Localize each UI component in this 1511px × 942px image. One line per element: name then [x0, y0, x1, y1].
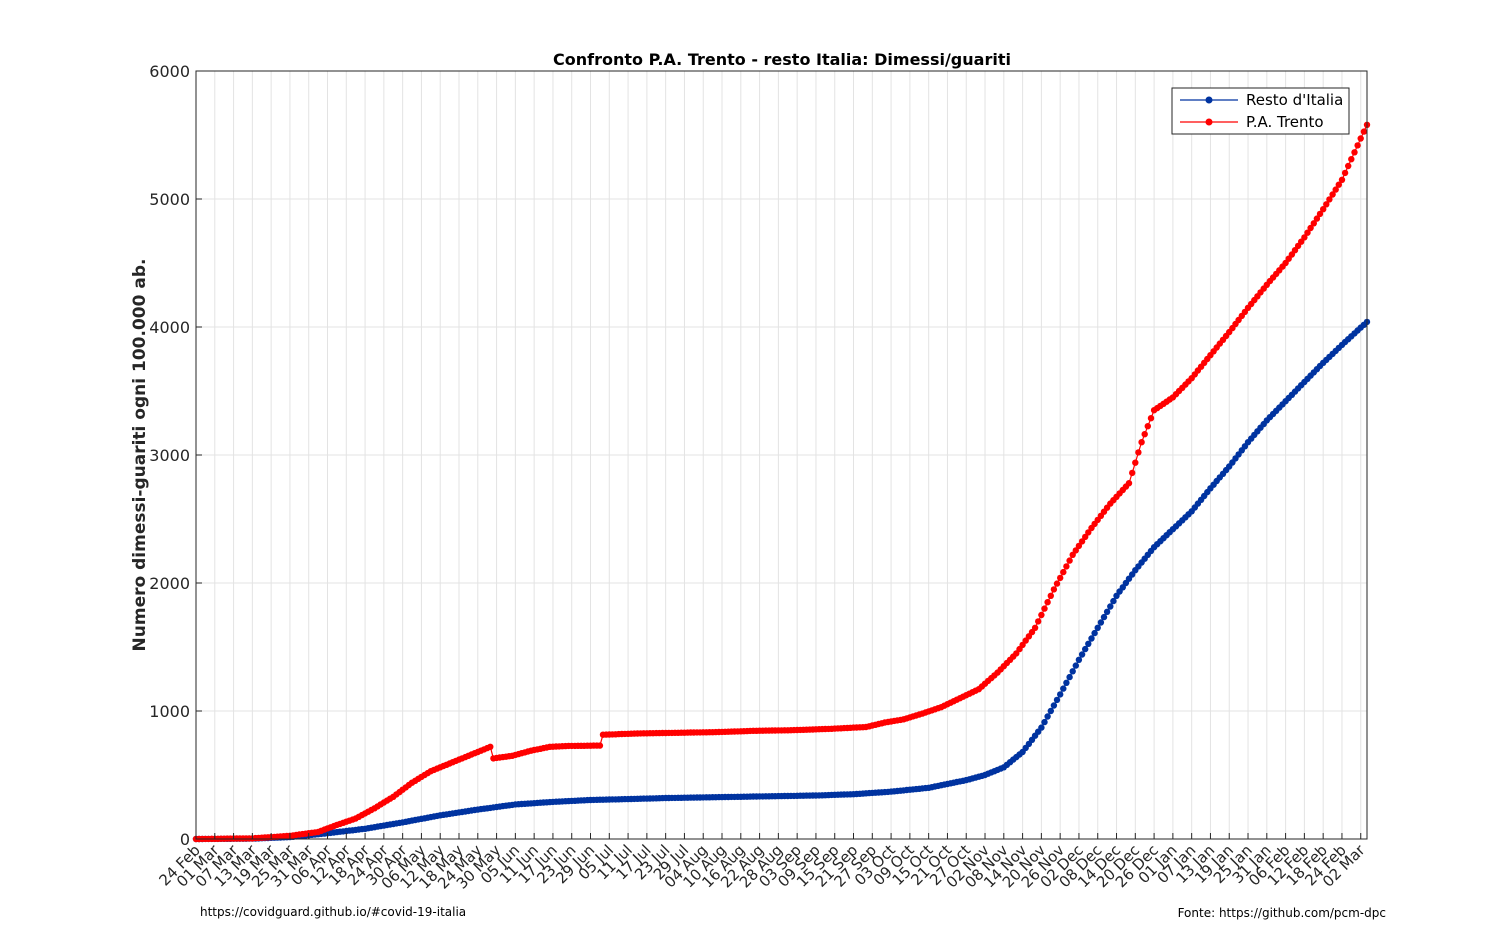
data-point	[1078, 651, 1086, 658]
data-point	[1097, 619, 1105, 626]
data-point	[1053, 580, 1061, 587]
data-point	[1332, 186, 1339, 193]
data-point	[1135, 449, 1142, 456]
data-point	[1044, 713, 1051, 720]
data-point	[1063, 679, 1070, 686]
data-point	[1044, 599, 1051, 606]
series-1	[192, 121, 1371, 843]
data-point	[1094, 624, 1101, 631]
data-point	[1357, 135, 1364, 142]
data-point	[1072, 547, 1080, 554]
data-point	[1100, 613, 1108, 621]
legend-label: P.A. Trento	[1246, 113, 1324, 131]
data-point	[1129, 469, 1136, 477]
y-tick-label: 5000	[149, 190, 190, 209]
footer-data-source: Fonte: https://github.com/pcm-dpc	[1177, 906, 1386, 920]
data-point	[1110, 597, 1117, 605]
data-point	[1060, 685, 1067, 692]
y-tick-label: 1000	[149, 702, 190, 721]
data-point	[1091, 629, 1098, 637]
data-point	[1069, 668, 1076, 675]
data-point	[1107, 603, 1114, 610]
data-point	[1125, 480, 1133, 487]
data-point	[1329, 191, 1336, 198]
data-point	[1144, 423, 1152, 430]
data-point	[1038, 611, 1045, 619]
data-point	[1050, 702, 1058, 709]
data-point	[1147, 415, 1155, 422]
data-point	[1316, 210, 1324, 218]
chart-title: Confronto P.A. Trento - resto Italia: Di…	[553, 50, 1011, 69]
data-point	[1103, 608, 1111, 615]
data-point	[1354, 142, 1361, 149]
series-layer	[192, 121, 1371, 843]
y-tick-label: 3000	[149, 446, 190, 465]
data-point	[1326, 196, 1333, 203]
data-point	[1047, 707, 1055, 715]
data-point	[1066, 673, 1073, 681]
legend-marker	[1205, 96, 1213, 104]
data-point	[1057, 574, 1064, 582]
legend-box	[1171, 87, 1350, 135]
data-point	[1360, 128, 1368, 135]
data-point	[1053, 696, 1061, 704]
data-point	[1345, 162, 1352, 170]
y-tick-label: 2000	[149, 574, 190, 593]
data-point	[487, 743, 494, 750]
data-point	[1041, 718, 1048, 726]
data-point	[1341, 169, 1349, 177]
data-point	[1041, 605, 1048, 612]
y-tick-label: 0	[180, 830, 190, 849]
data-point	[1132, 459, 1139, 466]
data-point	[1050, 586, 1058, 593]
data-point	[1301, 234, 1308, 241]
data-point	[1304, 229, 1311, 236]
data-point	[1047, 592, 1055, 599]
data-point	[1035, 618, 1042, 625]
y-tick-label: 6000	[149, 62, 190, 81]
data-point	[1141, 431, 1148, 438]
data-point	[1320, 206, 1327, 213]
data-point	[1088, 635, 1095, 642]
data-point	[1313, 215, 1321, 222]
data-point	[1310, 220, 1318, 227]
y-axis-label: Numero dimessi-guariti ogni 100.000 ab.	[130, 259, 150, 652]
y-tick-label: 4000	[149, 318, 190, 337]
data-point	[1085, 529, 1092, 536]
data-point	[1078, 538, 1086, 545]
data-point	[1338, 176, 1346, 183]
legend-marker	[1205, 118, 1213, 126]
data-point	[1060, 568, 1067, 576]
data-point	[1351, 149, 1358, 156]
data-point	[1348, 156, 1355, 163]
data-point	[1085, 640, 1092, 647]
data-point	[1335, 181, 1343, 188]
data-point	[1082, 645, 1089, 653]
data-point	[1075, 542, 1083, 550]
data-point	[1307, 224, 1314, 232]
data-point	[1063, 563, 1070, 570]
legend-label: Resto d'Italia	[1246, 91, 1343, 109]
data-point	[1138, 439, 1145, 446]
data-point	[1038, 724, 1045, 731]
data-point	[1031, 624, 1039, 631]
data-point	[1082, 533, 1089, 541]
data-point	[1075, 656, 1083, 663]
footer-source-link[interactable]: https://covidguard.github.io/#covid-19-i…	[200, 905, 467, 919]
legend[interactable]: Resto d'Italia P.A. Trento	[1171, 87, 1350, 135]
data-point	[1072, 662, 1080, 669]
data-point	[596, 742, 604, 749]
data-point	[1066, 557, 1073, 564]
data-point	[1057, 691, 1064, 698]
data-point	[1323, 201, 1330, 208]
